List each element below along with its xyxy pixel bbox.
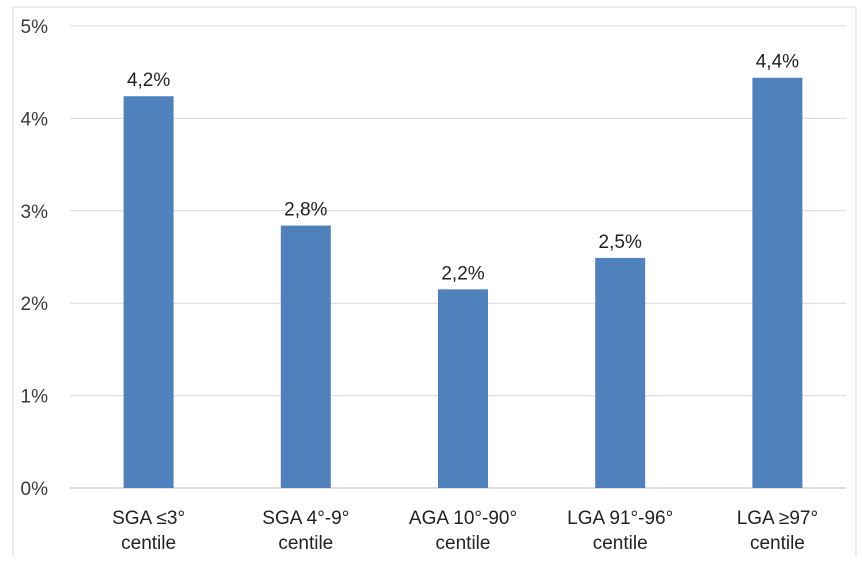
data-label: 2,8% (284, 200, 327, 221)
data-label: 4,4% (756, 52, 799, 73)
bar (280, 225, 331, 489)
chart-frame-layer (12, 6, 857, 556)
y-tick-label: 4% (21, 109, 49, 130)
x-category-label: centile (278, 533, 333, 554)
x-category-label: SGA 4°-9° (262, 508, 349, 529)
x-category-label: centile (593, 533, 648, 554)
bar (438, 289, 488, 488)
x-category-label: centile (121, 533, 176, 554)
x-category-label: SGA ≤3° (112, 508, 185, 529)
y-tick-label: 2% (21, 294, 49, 315)
x-category-label-layer: SGA ≤3° centile SGA 4°-9° centile AGA 10°-90… (112, 508, 818, 554)
bar-layer (123, 77, 803, 489)
y-tick-label-layer: 0% 1% 2% 3% 4% 5% (21, 17, 49, 500)
bar (123, 96, 174, 488)
data-label-layer: 4,2% 2,8% 2,2% 2,5% 4,4% (127, 52, 799, 285)
x-category-label: LGA ≥97° (737, 508, 818, 529)
y-tick-label: 3% (21, 202, 49, 223)
y-tick-label: 5% (21, 17, 49, 38)
data-label: 2,2% (441, 263, 484, 284)
x-category-label: AGA 10°-90° (409, 508, 517, 529)
y-tick-label: 1% (21, 387, 49, 408)
bar (595, 257, 646, 488)
x-category-label: centile (436, 533, 491, 554)
data-label: 2,5% (599, 232, 642, 253)
x-category-label: LGA 91°-96° (567, 508, 673, 529)
x-category-label: centile (750, 533, 805, 554)
data-label: 4,2% (127, 70, 170, 91)
bar (752, 77, 803, 488)
y-tick-label: 0% (21, 479, 49, 500)
